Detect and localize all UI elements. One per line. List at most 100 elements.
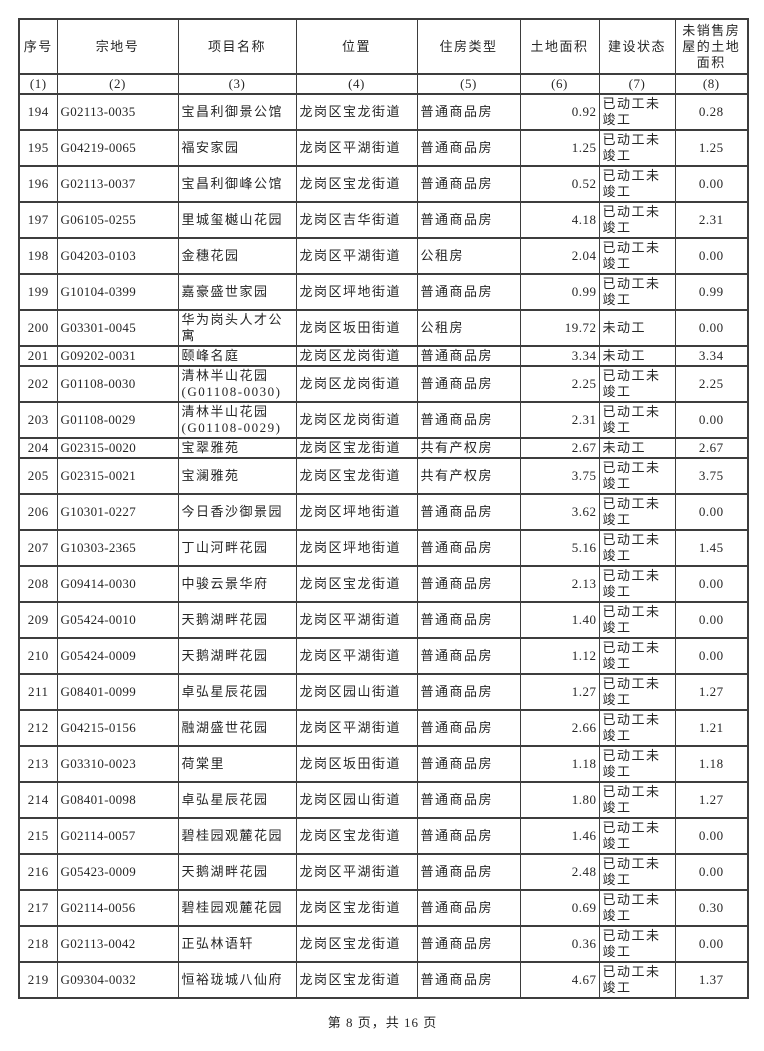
cell-housing-type: 普通商品房 xyxy=(416,961,521,999)
cell-parcel-id: G03310-0023 xyxy=(56,745,179,783)
cell-housing-type: 普通商品房 xyxy=(416,273,521,311)
cell-housing-type: 普通商品房 xyxy=(416,817,521,855)
cell-housing-type: 普通商品房 xyxy=(416,673,521,711)
cell-location: 龙岗区平湖街道 xyxy=(295,129,418,167)
cell-construction-status: 已动工未 竣工 xyxy=(598,165,676,203)
cell-parcel-id: G09414-0030 xyxy=(56,565,179,603)
cell-unsold-area: 1.25 xyxy=(674,129,749,167)
cell-serial: 215 xyxy=(18,817,58,855)
cell-location: 龙岗区宝龙街道 xyxy=(295,961,418,999)
cell-housing-type: 普通商品房 xyxy=(416,781,521,819)
cell-parcel-id: G04215-0156 xyxy=(56,709,179,747)
cell-serial: 212 xyxy=(18,709,58,747)
cell-land-area: 1.27 xyxy=(519,673,600,711)
cell-unsold-area: 0.28 xyxy=(674,93,749,131)
cell-housing-type: 普通商品房 xyxy=(416,925,521,963)
cell-construction-status: 已动工未 竣工 xyxy=(598,493,676,531)
table-row: 195 G04219-0065 福安家园 龙岗区平湖街道 普通商品房 1.25 … xyxy=(18,129,749,167)
cell-construction-status: 已动工未 竣工 xyxy=(598,745,676,783)
cell-unsold-area: 3.75 xyxy=(674,457,749,495)
cell-project-name: 中骏云景华府 xyxy=(177,565,297,603)
table-row: 198 G04203-0103 金穗花园 龙岗区平湖街道 公租房 2.04 已动… xyxy=(18,237,749,275)
cell-construction-status: 已动工未 竣工 xyxy=(598,601,676,639)
cell-housing-type: 普通商品房 xyxy=(416,853,521,891)
cell-housing-type: 普通商品房 xyxy=(416,601,521,639)
cell-housing-type: 公租房 xyxy=(416,237,521,275)
col-num-3: (3) xyxy=(177,73,297,95)
cell-parcel-id: G06105-0255 xyxy=(56,201,179,239)
cell-project-name: 今日香沙御景园 xyxy=(177,493,297,531)
cell-construction-status: 已动工未 竣工 xyxy=(598,565,676,603)
cell-serial: 196 xyxy=(18,165,58,203)
cell-parcel-id: G02113-0035 xyxy=(56,93,179,131)
cell-unsold-area: 0.00 xyxy=(674,165,749,203)
cell-location: 龙岗区坪地街道 xyxy=(295,493,418,531)
cell-housing-type: 普通商品房 xyxy=(416,93,521,131)
cell-serial: 195 xyxy=(18,129,58,167)
col-num-4: (4) xyxy=(295,73,418,95)
cell-location: 龙岗区平湖街道 xyxy=(295,709,418,747)
cell-land-area: 1.46 xyxy=(519,817,600,855)
cell-serial: 218 xyxy=(18,925,58,963)
col-header-serial: 序号 xyxy=(18,18,58,75)
cell-project-name: 碧桂园观麓花园 xyxy=(177,817,297,855)
cell-parcel-id: G10301-0227 xyxy=(56,493,179,531)
cell-construction-status: 已动工未 竣工 xyxy=(598,457,676,495)
cell-unsold-area: 0.00 xyxy=(674,817,749,855)
cell-unsold-area: 1.21 xyxy=(674,709,749,747)
cell-parcel-id: G02315-0020 xyxy=(56,437,179,459)
table-row: 205 G02315-0021 宝澜雅苑 龙岗区宝龙街道 共有产权房 3.75 … xyxy=(18,457,749,495)
cell-project-name: 荷棠里 xyxy=(177,745,297,783)
cell-land-area: 5.16 xyxy=(519,529,600,567)
cell-unsold-area: 1.27 xyxy=(674,781,749,819)
table-row: 194 G02113-0035 宝昌利御景公馆 龙岗区宝龙街道 普通商品房 0.… xyxy=(18,93,749,131)
cell-serial: 202 xyxy=(18,365,58,403)
cell-parcel-id: G02114-0057 xyxy=(56,817,179,855)
cell-location: 龙岗区园山街道 xyxy=(295,673,418,711)
cell-parcel-id: G04203-0103 xyxy=(56,237,179,275)
cell-project-name: 融湖盛世花园 xyxy=(177,709,297,747)
cell-housing-type: 普通商品房 xyxy=(416,709,521,747)
cell-construction-status: 已动工未 竣工 xyxy=(598,961,676,999)
cell-parcel-id: G02113-0042 xyxy=(56,925,179,963)
cell-unsold-area: 1.27 xyxy=(674,673,749,711)
cell-serial: 209 xyxy=(18,601,58,639)
cell-location: 龙岗区平湖街道 xyxy=(295,637,418,675)
cell-project-name: 宝澜雅苑 xyxy=(177,457,297,495)
table-body: 194 G02113-0035 宝昌利御景公馆 龙岗区宝龙街道 普通商品房 0.… xyxy=(18,93,749,999)
cell-unsold-area: 0.00 xyxy=(674,925,749,963)
cell-housing-type: 普通商品房 xyxy=(416,529,521,567)
cell-housing-type: 普通商品房 xyxy=(416,401,521,439)
cell-location: 龙岗区龙岗街道 xyxy=(295,345,418,367)
cell-parcel-id: G10104-0399 xyxy=(56,273,179,311)
cell-construction-status: 已动工未 竣工 xyxy=(598,93,676,131)
cell-parcel-id: G08401-0098 xyxy=(56,781,179,819)
table-row: 204 G02315-0020 宝翠雅苑 龙岗区宝龙街道 共有产权房 2.67 … xyxy=(18,437,749,459)
cell-serial: 217 xyxy=(18,889,58,927)
col-header-unsold-area: 未销售房屋的土地面积 xyxy=(674,18,749,75)
table-row: 206 G10301-0227 今日香沙御景园 龙岗区坪地街道 普通商品房 3.… xyxy=(18,493,749,531)
cell-land-area: 2.66 xyxy=(519,709,600,747)
cell-unsold-area: 0.00 xyxy=(674,637,749,675)
cell-construction-status: 已动工未 竣工 xyxy=(598,709,676,747)
cell-land-area: 0.36 xyxy=(519,925,600,963)
cell-housing-type: 普通商品房 xyxy=(416,165,521,203)
cell-unsold-area: 0.00 xyxy=(674,309,749,347)
cell-project-name: 恒裕珑城八仙府 xyxy=(177,961,297,999)
cell-unsold-area: 0.30 xyxy=(674,889,749,927)
col-header-land-area: 土地面积 xyxy=(519,18,600,75)
col-num-5: (5) xyxy=(416,73,521,95)
cell-parcel-id: G10303-2365 xyxy=(56,529,179,567)
cell-land-area: 3.75 xyxy=(519,457,600,495)
cell-project-name: 嘉豪盛世家园 xyxy=(177,273,297,311)
land-parcels-table: 序号 宗地号 项目名称 位置 住房类型 土地面积 建设状态 未销售房屋的土地面积… xyxy=(18,18,749,999)
cell-location: 龙岗区平湖街道 xyxy=(295,601,418,639)
cell-serial: 210 xyxy=(18,637,58,675)
cell-parcel-id: G09304-0032 xyxy=(56,961,179,999)
cell-land-area: 1.80 xyxy=(519,781,600,819)
cell-land-area: 0.52 xyxy=(519,165,600,203)
cell-housing-type: 普通商品房 xyxy=(416,565,521,603)
cell-project-name: 清林半山花园 (G01108-0030) xyxy=(177,365,297,403)
cell-housing-type: 共有产权房 xyxy=(416,457,521,495)
